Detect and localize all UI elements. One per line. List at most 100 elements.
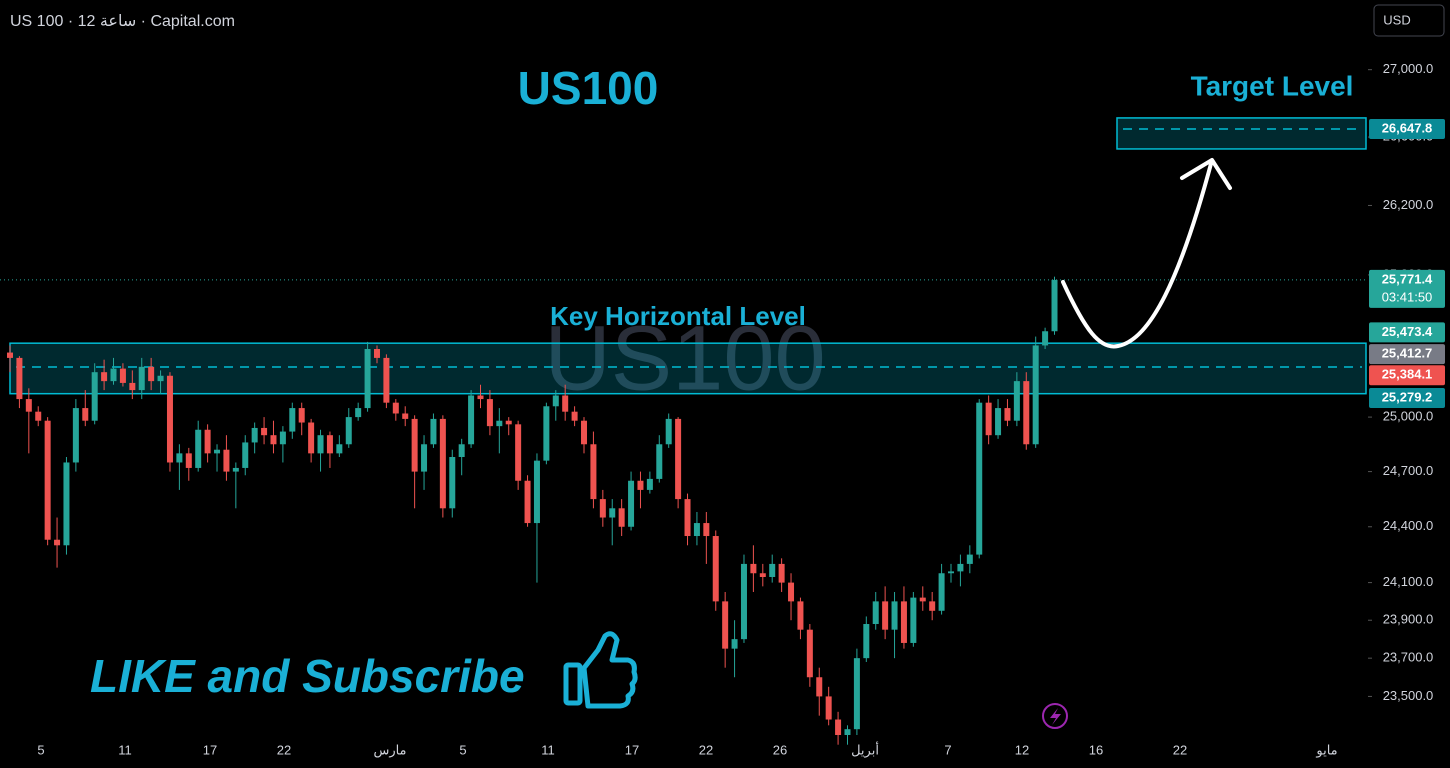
candle-body [148, 366, 155, 382]
candle-body [778, 563, 785, 583]
candle-body [91, 372, 98, 421]
candle-body [251, 427, 258, 443]
price-label: 25,279.2 [1382, 389, 1433, 404]
candle-body [665, 418, 672, 445]
key-level-label: Key Horizontal Level [550, 301, 806, 331]
candle-body [326, 435, 333, 454]
candle-body [693, 523, 700, 537]
candle-body [929, 601, 936, 611]
candle-body [364, 348, 371, 409]
candle-body [825, 696, 832, 720]
lightning-icon [1042, 703, 1068, 729]
candle-body [1004, 408, 1011, 421]
candle-body [25, 399, 32, 412]
candle-body [44, 420, 51, 540]
x-tick-label: 26 [773, 742, 787, 757]
y-tick-label: 26,200.0 [1383, 197, 1434, 212]
x-tick-label: أبريل [851, 741, 879, 758]
candle-body [835, 719, 842, 735]
y-tick-label: 24,700.0 [1383, 463, 1434, 478]
candle-body [872, 601, 879, 625]
candle-body [1042, 331, 1049, 346]
candle-body [392, 402, 399, 414]
candle-body [684, 499, 691, 537]
candle-body [910, 597, 917, 643]
price-label: 25,384.1 [1382, 367, 1433, 382]
candle-body [919, 597, 926, 602]
thumbs-up-icon [563, 631, 638, 709]
zones [9, 117, 1367, 395]
candle-body [731, 639, 738, 649]
candle-body [496, 420, 503, 427]
subscribe-text: LIKE and Subscribe [90, 650, 525, 702]
y-tick-label: 23,700.0 [1383, 650, 1434, 665]
candle-body [957, 563, 964, 572]
candle-body [740, 563, 747, 640]
candle-body [948, 571, 954, 574]
target-label: Target Level [1191, 70, 1354, 101]
candle-body [505, 420, 512, 425]
candle-body [618, 508, 625, 527]
candle-body [750, 563, 757, 574]
price-label: 25,473.4 [1382, 324, 1433, 339]
candle-body [449, 456, 456, 509]
candle-body [486, 399, 493, 427]
candle-body [985, 402, 992, 436]
candle-body [7, 352, 13, 358]
candle-body [1023, 381, 1030, 445]
currency-button[interactable] [1373, 4, 1445, 37]
candle-body [110, 368, 117, 382]
candle-body [976, 402, 983, 555]
candle-body [590, 444, 597, 500]
candle-body [430, 418, 437, 445]
x-tick-label: 7 [944, 742, 951, 757]
x-tick-label: 12 [1015, 742, 1029, 757]
candle-body [317, 435, 324, 454]
candle-body [289, 408, 296, 432]
candle-body [788, 582, 795, 602]
candle-body [477, 395, 484, 400]
zone-box [9, 342, 1367, 395]
candle-body [402, 413, 409, 419]
candle-body [656, 444, 663, 479]
candle-body [759, 573, 766, 577]
candle-body [524, 480, 531, 524]
candle-body [35, 411, 42, 421]
candle-body [16, 357, 23, 400]
candle-body [628, 480, 635, 527]
candle-body [900, 601, 907, 643]
currency: USD [1383, 12, 1410, 27]
candle-body [816, 677, 823, 697]
candle-body [214, 449, 221, 454]
candle-body [797, 601, 804, 630]
candle-body [345, 417, 352, 445]
candle-body [637, 480, 644, 490]
candle-body [543, 406, 550, 461]
x-tick-label: مايو [1315, 742, 1337, 758]
countdown: 03:41:50 [1382, 289, 1433, 304]
candle-body [298, 408, 305, 423]
x-tick-label: 17 [203, 742, 217, 757]
candle-body [157, 375, 164, 382]
candle-body [223, 449, 230, 472]
candle-body [552, 395, 559, 407]
price-label-box [1369, 387, 1445, 408]
candle-body [166, 375, 173, 463]
x-tick-label: 22 [1173, 742, 1187, 757]
candle-body [458, 444, 465, 457]
candle-body [101, 372, 108, 382]
candle-body [185, 453, 192, 468]
price-label-box [1369, 269, 1445, 308]
candle-body [1051, 279, 1058, 332]
y-tick-label: 25,000.0 [1383, 409, 1434, 424]
time-axis: 5 11 17 22 مارس 5 11 17 22 26 أبريل 7 12 16 22 مايو [37, 741, 1337, 758]
candle-body [383, 357, 390, 403]
chart-title: US100 [518, 62, 659, 114]
y-tick-label: 23,500.0 [1383, 688, 1434, 703]
candle-body [722, 601, 729, 649]
candle-body [82, 408, 89, 421]
price-label-box [1369, 365, 1445, 386]
candle-body [844, 729, 851, 735]
